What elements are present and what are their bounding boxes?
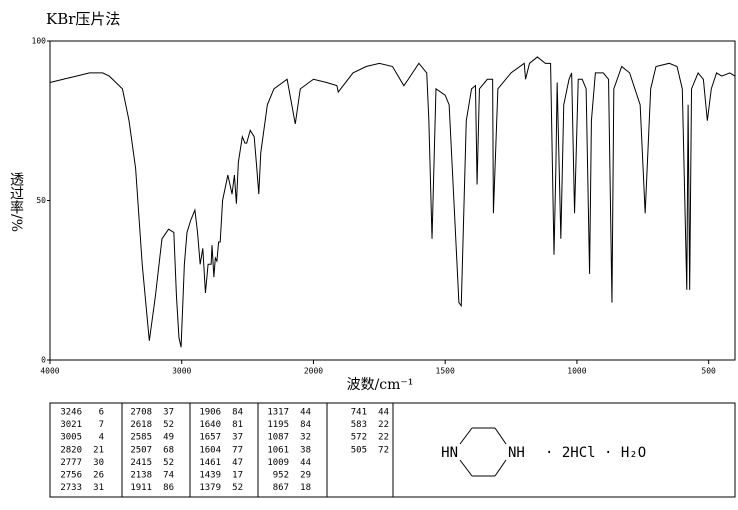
peak-wavenumber: 2777 xyxy=(60,458,82,468)
peak-transmittance: 74 xyxy=(163,471,174,481)
peak-wavenumber: 2708 xyxy=(130,408,152,418)
y-tick-label: 50 xyxy=(36,196,46,205)
peak-transmittance: 6 xyxy=(99,408,104,418)
bond xyxy=(494,427,507,445)
x-tick-label: 1500 xyxy=(436,367,455,376)
peak-transmittance: 4 xyxy=(99,433,104,443)
peak-transmittance: 30 xyxy=(93,458,104,468)
peak-wavenumber: 1317 xyxy=(267,408,289,418)
structure xyxy=(459,427,507,477)
peak-transmittance: 52 xyxy=(232,483,243,493)
peak-transmittance: 49 xyxy=(163,433,174,443)
peak-transmittance: 84 xyxy=(232,408,243,418)
peak-transmittance: 52 xyxy=(163,420,174,430)
peak-wavenumber: 867 xyxy=(273,483,289,493)
peak-transmittance: 38 xyxy=(300,445,311,455)
peak-wavenumber: 1009 xyxy=(267,458,289,468)
chart-title: KBr压片法 xyxy=(46,10,120,28)
peak-transmittance: 21 xyxy=(93,445,104,455)
bond xyxy=(459,427,473,445)
peak-wavenumber: 1439 xyxy=(199,471,221,481)
peak-wavenumber: 1640 xyxy=(199,420,221,430)
x-tick-label: 3000 xyxy=(172,367,191,376)
x-tick-label: 500 xyxy=(701,367,716,376)
peak-wavenumber: 1061 xyxy=(267,445,289,455)
peak-wavenumber: 1461 xyxy=(199,458,221,468)
peak-transmittance: 17 xyxy=(232,471,243,481)
peak-transmittance: 68 xyxy=(163,445,174,455)
peak-transmittance: 72 xyxy=(378,445,389,455)
peak-transmittance: 26 xyxy=(93,471,104,481)
peak-transmittance: 44 xyxy=(378,408,389,418)
peak-transmittance: 86 xyxy=(163,483,174,493)
atom-label: NH xyxy=(508,445,525,461)
bond xyxy=(459,459,473,477)
peak-transmittance: 77 xyxy=(232,445,243,455)
x-tick-label: 1000 xyxy=(567,367,586,376)
peak-wavenumber: 1911 xyxy=(130,483,152,493)
peak-transmittance: 81 xyxy=(232,420,243,430)
peak-wavenumber: 505 xyxy=(351,445,367,455)
peak-wavenumber: 3021 xyxy=(60,420,82,430)
peak-transmittance: 47 xyxy=(232,458,243,468)
peak-wavenumber: 1087 xyxy=(267,433,289,443)
peak-wavenumber: 2618 xyxy=(130,420,152,430)
peak-wavenumber: 1657 xyxy=(199,433,221,443)
peak-wavenumber: 583 xyxy=(351,420,367,430)
peak-wavenumber: 3246 xyxy=(60,408,82,418)
spectrum-line xyxy=(49,56,736,348)
peak-wavenumber: 2507 xyxy=(130,445,152,455)
peak-wavenumber: 1604 xyxy=(199,445,221,455)
peak-table xyxy=(49,402,736,498)
peak-wavenumber: 1906 xyxy=(199,408,221,418)
peak-transmittance: 44 xyxy=(300,458,311,468)
peak-transmittance: 52 xyxy=(163,458,174,468)
peak-wavenumber: 2585 xyxy=(130,433,152,443)
formula: · 2HCl · H₂O xyxy=(545,445,646,461)
x-tick-label: 2000 xyxy=(304,367,323,376)
peak-wavenumber: 2820 xyxy=(60,445,82,455)
peak-wavenumber: 741 xyxy=(351,408,367,418)
peak-transmittance: 37 xyxy=(232,433,243,443)
peak-transmittance: 37 xyxy=(163,408,174,418)
peak-wavenumber: 952 xyxy=(273,471,289,481)
y-tick-label: 0 xyxy=(41,356,46,365)
peak-wavenumber: 1195 xyxy=(267,420,289,430)
y-axis-label: 透过率/% xyxy=(8,172,24,233)
peak-transmittance: 32 xyxy=(300,433,311,443)
peak-transmittance: 22 xyxy=(378,433,389,443)
peak-wavenumber: 1379 xyxy=(199,483,221,493)
peak-transmittance: 18 xyxy=(300,483,311,493)
x-tick-label: 4000 xyxy=(40,367,59,376)
atom-label: HN xyxy=(441,445,458,461)
peak-transmittance: 44 xyxy=(300,408,311,418)
peak-transmittance: 31 xyxy=(93,483,104,493)
peak-transmittance: 84 xyxy=(300,420,311,430)
peak-wavenumber: 572 xyxy=(351,433,367,443)
y-tick-label: 100 xyxy=(32,37,47,46)
peak-wavenumber: 2138 xyxy=(130,471,152,481)
x-axis-label: 波数/cm⁻¹ xyxy=(347,377,414,393)
bond xyxy=(494,459,507,477)
peak-transmittance: 7 xyxy=(99,420,104,430)
peak-wavenumber: 3005 xyxy=(60,433,82,443)
peak-wavenumber: 2733 xyxy=(60,483,82,493)
peak-wavenumber: 2756 xyxy=(60,471,82,481)
peak-transmittance: 29 xyxy=(300,471,311,481)
peak-transmittance: 22 xyxy=(378,420,389,430)
peak-wavenumber: 2415 xyxy=(130,458,152,468)
